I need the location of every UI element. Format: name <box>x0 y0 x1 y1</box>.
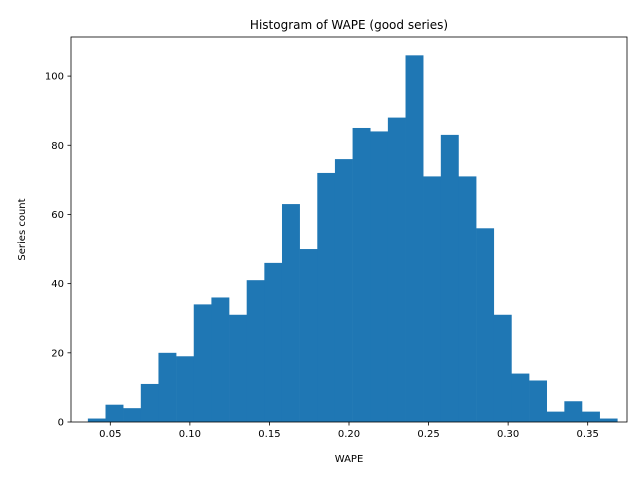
x-tick-label: 0.15 <box>258 429 280 440</box>
x-tick-label: 0.25 <box>417 429 439 440</box>
x-tick-label: 0.05 <box>99 429 121 440</box>
histogram-bar <box>352 127 371 422</box>
histogram-bar <box>581 411 600 422</box>
histogram-bar <box>511 373 530 422</box>
histogram-bar <box>193 304 212 422</box>
x-tick-label: 0.35 <box>577 429 599 440</box>
histogram-bar <box>123 408 142 422</box>
x-tick-label: 0.20 <box>338 429 360 440</box>
y-axis-label: Series count <box>17 198 28 260</box>
histogram-bar <box>529 380 548 422</box>
histogram-bar <box>423 176 442 422</box>
y-tick-label: 60 <box>51 210 64 221</box>
histogram-bar <box>105 404 124 422</box>
histogram-bar <box>229 314 247 422</box>
histogram-bar <box>299 249 318 422</box>
y-axis-ticks: 0 20 40 60 80 100 <box>45 72 71 429</box>
histogram-bar <box>564 401 583 422</box>
y-tick-label: 80 <box>51 141 64 152</box>
histogram-bar <box>211 297 230 422</box>
histogram-bar <box>599 418 618 422</box>
histogram-bar <box>334 159 353 422</box>
y-tick-label: 40 <box>51 279 64 290</box>
histogram-bar <box>458 176 477 422</box>
histogram-bar <box>264 262 283 422</box>
histogram-bar <box>546 411 565 422</box>
bars-group <box>87 55 618 423</box>
histogram-bar <box>476 228 495 422</box>
x-tick-label: 0.30 <box>497 429 519 440</box>
histogram-bar <box>281 204 300 422</box>
y-tick-label: 20 <box>51 348 64 359</box>
x-tick-label: 0.10 <box>179 429 201 440</box>
histogram-bar <box>440 134 459 423</box>
y-tick-label: 100 <box>45 72 64 83</box>
histogram-bar <box>387 117 406 423</box>
histogram-bar <box>176 356 195 422</box>
chart-title: Histogram of WAPE (good series) <box>250 18 448 32</box>
y-tick-label: 0 <box>58 418 64 429</box>
histogram-bar <box>140 383 159 422</box>
histogram-bar <box>158 352 177 422</box>
x-axis-label: WAPE <box>335 454 364 465</box>
histogram-bar <box>493 314 512 422</box>
histogram-bar <box>246 280 265 422</box>
histogram-bar <box>405 55 424 422</box>
histogram-bar <box>317 172 336 422</box>
histogram-bar <box>87 418 106 422</box>
x-axis-ticks: 0.05 0.10 0.15 0.20 0.25 0.30 0.35 <box>99 422 599 440</box>
histogram-bar <box>370 131 389 422</box>
